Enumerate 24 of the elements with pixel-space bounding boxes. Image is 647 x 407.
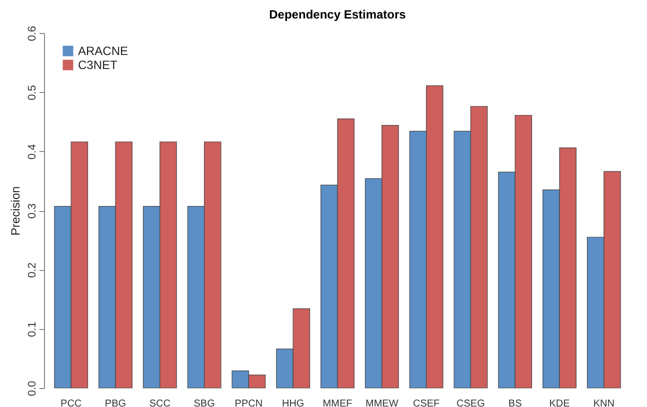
y-tick-label: 0.5 bbox=[26, 85, 38, 100]
x-tick-label: SCC bbox=[149, 398, 170, 407]
x-tick-label: PBG bbox=[104, 398, 126, 407]
legend-label: ARACNE bbox=[78, 44, 128, 58]
x-tick-label: PPCN bbox=[234, 398, 263, 407]
x-tick-label: HHG bbox=[282, 398, 304, 407]
y-tick-label: 0.3 bbox=[26, 203, 38, 219]
x-tick-label: BS bbox=[508, 398, 522, 407]
y-tick-label: 0.1 bbox=[26, 322, 38, 337]
y-tick-label: 0.6 bbox=[26, 26, 38, 42]
y-tick-label: 0.0 bbox=[26, 380, 38, 396]
x-tick-label: CSEG bbox=[456, 398, 486, 407]
y-tick-label: 0.2 bbox=[26, 262, 38, 278]
y-tick-label: 0.4 bbox=[26, 144, 38, 160]
x-tick-label: SBG bbox=[194, 398, 216, 407]
y-axis-title: Precision bbox=[8, 186, 22, 236]
x-tick-label: KDE bbox=[549, 398, 570, 407]
x-tick-label: CSEF bbox=[412, 398, 440, 407]
chart-title: Dependency Estimators bbox=[269, 7, 406, 22]
legend-label: C3NET bbox=[78, 58, 118, 72]
x-tick-label: MMEF bbox=[322, 398, 352, 407]
x-tick-label: MMEW bbox=[366, 398, 399, 407]
x-tick-label: PCC bbox=[60, 398, 82, 407]
x-tick-label: KNN bbox=[593, 398, 614, 407]
